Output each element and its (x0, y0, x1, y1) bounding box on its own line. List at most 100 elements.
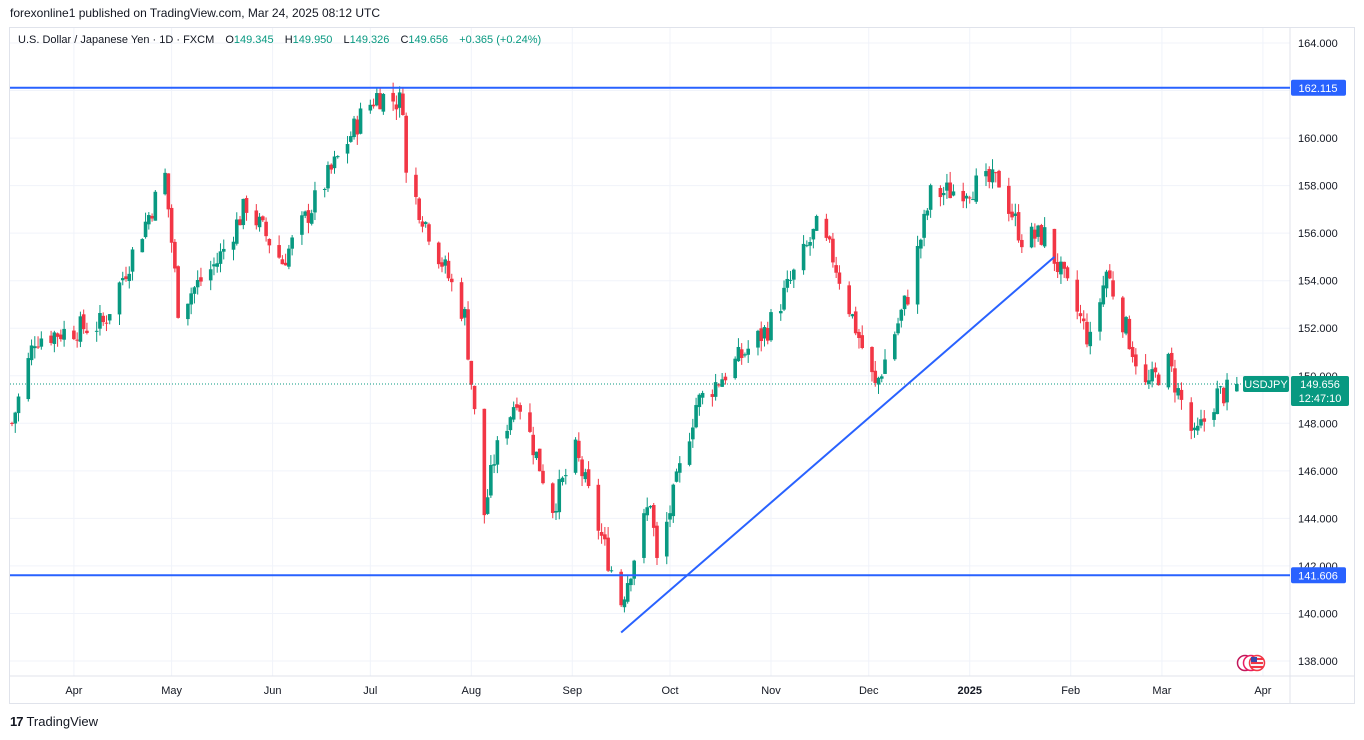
tradingview-brand[interactable]: 17 TradingView (10, 714, 98, 729)
candle-up (928, 185, 933, 210)
candle-up (163, 172, 167, 195)
y-tick-label: 146.000 (1298, 466, 1338, 478)
candle-down (36, 346, 40, 348)
candle-up (290, 237, 294, 249)
candle-down (873, 370, 878, 383)
candle-down (717, 384, 721, 386)
candle-up (648, 505, 653, 508)
candle-down (1065, 267, 1070, 279)
candle-up (573, 439, 578, 473)
candle-up (733, 358, 737, 379)
candle-down (49, 335, 53, 343)
horizontal-level-label: 141.606 (1298, 570, 1338, 582)
candle-down (528, 412, 532, 432)
candle-down (619, 571, 623, 606)
candle-up (186, 303, 190, 320)
candle-up (1212, 412, 1216, 420)
candle-down (599, 531, 604, 536)
candle-up (919, 239, 923, 249)
candle-up (29, 345, 34, 361)
candle-up (814, 215, 819, 231)
x-tick-label: Feb (1061, 685, 1080, 697)
candle-down (827, 236, 832, 240)
candle-up (583, 472, 588, 480)
candle-down (1033, 229, 1037, 239)
candle-down (847, 285, 851, 315)
us-flag-icon[interactable] (1234, 654, 1274, 672)
candle-down (264, 221, 268, 237)
candle-up (632, 560, 636, 579)
candle-up (700, 392, 705, 398)
candle-up (782, 287, 786, 310)
candle-down (824, 218, 829, 238)
candle-up (117, 282, 122, 315)
candle-up (925, 210, 930, 216)
candle-up (1101, 285, 1106, 305)
candle-down (831, 238, 835, 263)
candle-up (423, 222, 428, 225)
candle-down (469, 360, 474, 385)
brand-name: TradingView (26, 714, 99, 729)
x-tick-label: May (161, 685, 182, 697)
candle-down (938, 188, 943, 198)
candle-up (397, 92, 402, 108)
candle-down (961, 190, 965, 202)
candle-up (1013, 213, 1018, 216)
candle-up (1192, 427, 1197, 431)
candle-up (892, 334, 897, 360)
candle-up (762, 327, 767, 339)
candle-down (427, 224, 431, 242)
candle-up (257, 216, 262, 228)
candle-up (1088, 331, 1093, 347)
candle-down (244, 198, 249, 213)
candle-down (948, 182, 952, 199)
candle-down (472, 385, 477, 410)
candle-up (462, 309, 467, 318)
y-tick-label: 148.000 (1298, 418, 1338, 430)
candle-up (1029, 226, 1034, 248)
candle-down (537, 448, 542, 472)
candle-up (26, 358, 31, 400)
high-label: H (284, 34, 293, 46)
candle-up (743, 354, 747, 356)
candle-up (218, 251, 223, 264)
horizontal-level-tag (1291, 567, 1346, 584)
candle-down (1007, 185, 1011, 214)
candle-down (378, 93, 382, 110)
candle-down (254, 210, 259, 226)
candle-up (127, 273, 132, 282)
candle-up (974, 175, 979, 202)
candle-up (147, 215, 151, 225)
candle-down (550, 483, 555, 513)
candle-up (143, 221, 148, 238)
candle-down (1173, 368, 1177, 393)
candle-down (85, 330, 89, 334)
candle-up (625, 583, 630, 602)
candle-down (1052, 228, 1057, 264)
horizontal-level-tag (1291, 79, 1346, 96)
candle-up (1235, 383, 1239, 392)
candle-up (1147, 380, 1151, 384)
candle-up (322, 188, 327, 190)
candle-down (75, 339, 79, 341)
candle-up (720, 379, 724, 387)
x-tick-label: Nov (761, 685, 781, 697)
symbol-title[interactable]: U.S. Dollar / Japanese Yen · 1D · FXCM (18, 34, 215, 46)
candle-up (287, 248, 291, 267)
candle-up (300, 215, 304, 235)
candle-up (303, 211, 307, 216)
y-tick-label: 152.000 (1298, 323, 1338, 335)
candle-up (805, 245, 809, 247)
candle-up (375, 93, 379, 106)
candle-down (1134, 354, 1138, 367)
candle-up (313, 190, 317, 213)
candle-down (1169, 352, 1174, 367)
x-tick-label: Dec (859, 685, 879, 697)
candle-down (176, 266, 180, 318)
candle-down (765, 327, 770, 341)
candle-up (951, 191, 956, 196)
candle-down (531, 434, 536, 456)
candle-up (215, 263, 220, 267)
candle-up (811, 228, 816, 240)
